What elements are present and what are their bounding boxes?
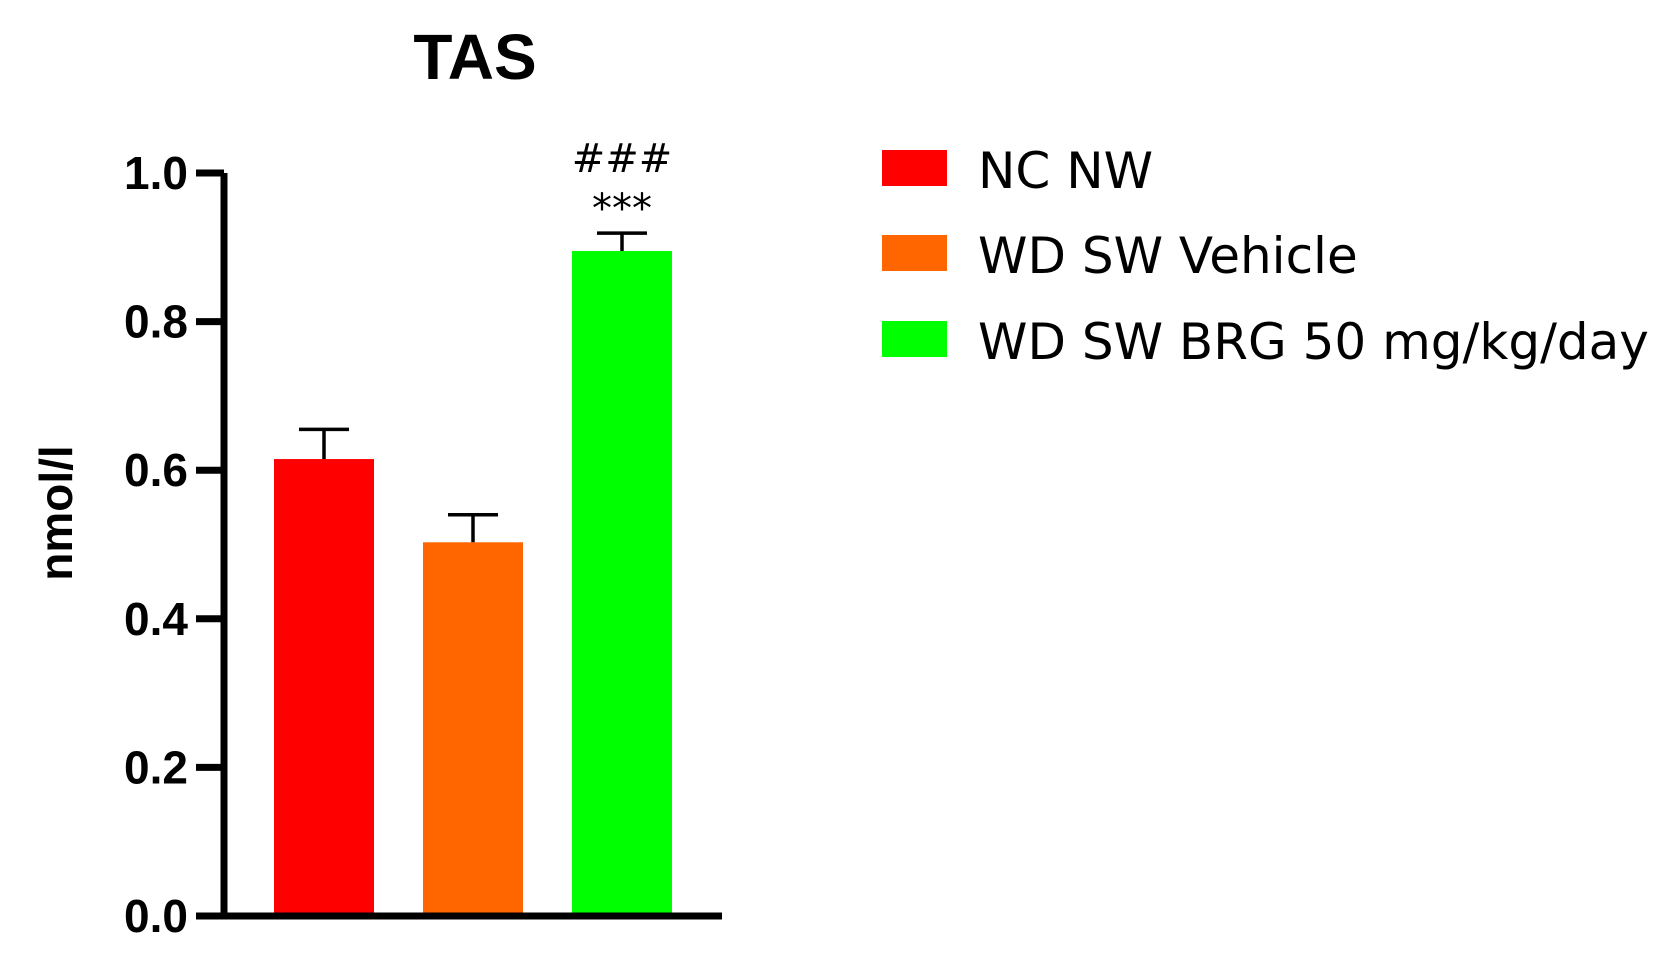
y-tick-label: 0.0 — [124, 890, 188, 942]
significance-annotations: ###*** — [572, 136, 673, 232]
y-tick-label: 1.0 — [124, 147, 188, 199]
legend-swatch — [882, 321, 947, 357]
legend-label: NC NW — [978, 142, 1153, 200]
bar — [572, 251, 672, 916]
significance-marker: *** — [592, 186, 652, 232]
y-tick-label: 0.8 — [124, 296, 188, 348]
legend: NC NW WD SW Vehicle WD SW BRG 50 mg/kg/day — [882, 142, 1649, 371]
legend-label: WD SW Vehicle — [978, 227, 1358, 285]
bars — [274, 231, 672, 916]
bar — [274, 459, 374, 916]
y-tick-label: 0.6 — [124, 444, 188, 496]
legend-swatch — [882, 150, 947, 186]
significance-marker: ### — [572, 136, 673, 182]
y-axis-ticks: 0.0 0.2 0.4 0.6 0.8 1.0 — [124, 147, 224, 942]
legend-swatch — [882, 235, 947, 271]
y-tick-label: 0.4 — [124, 593, 188, 645]
bar — [423, 542, 523, 916]
legend-label: WD SW BRG 50 mg/kg/day — [978, 313, 1649, 371]
y-tick-label: 0.2 — [124, 741, 188, 793]
chart-title: TAS — [413, 21, 536, 93]
y-axis-label: nmol/l — [30, 445, 82, 580]
